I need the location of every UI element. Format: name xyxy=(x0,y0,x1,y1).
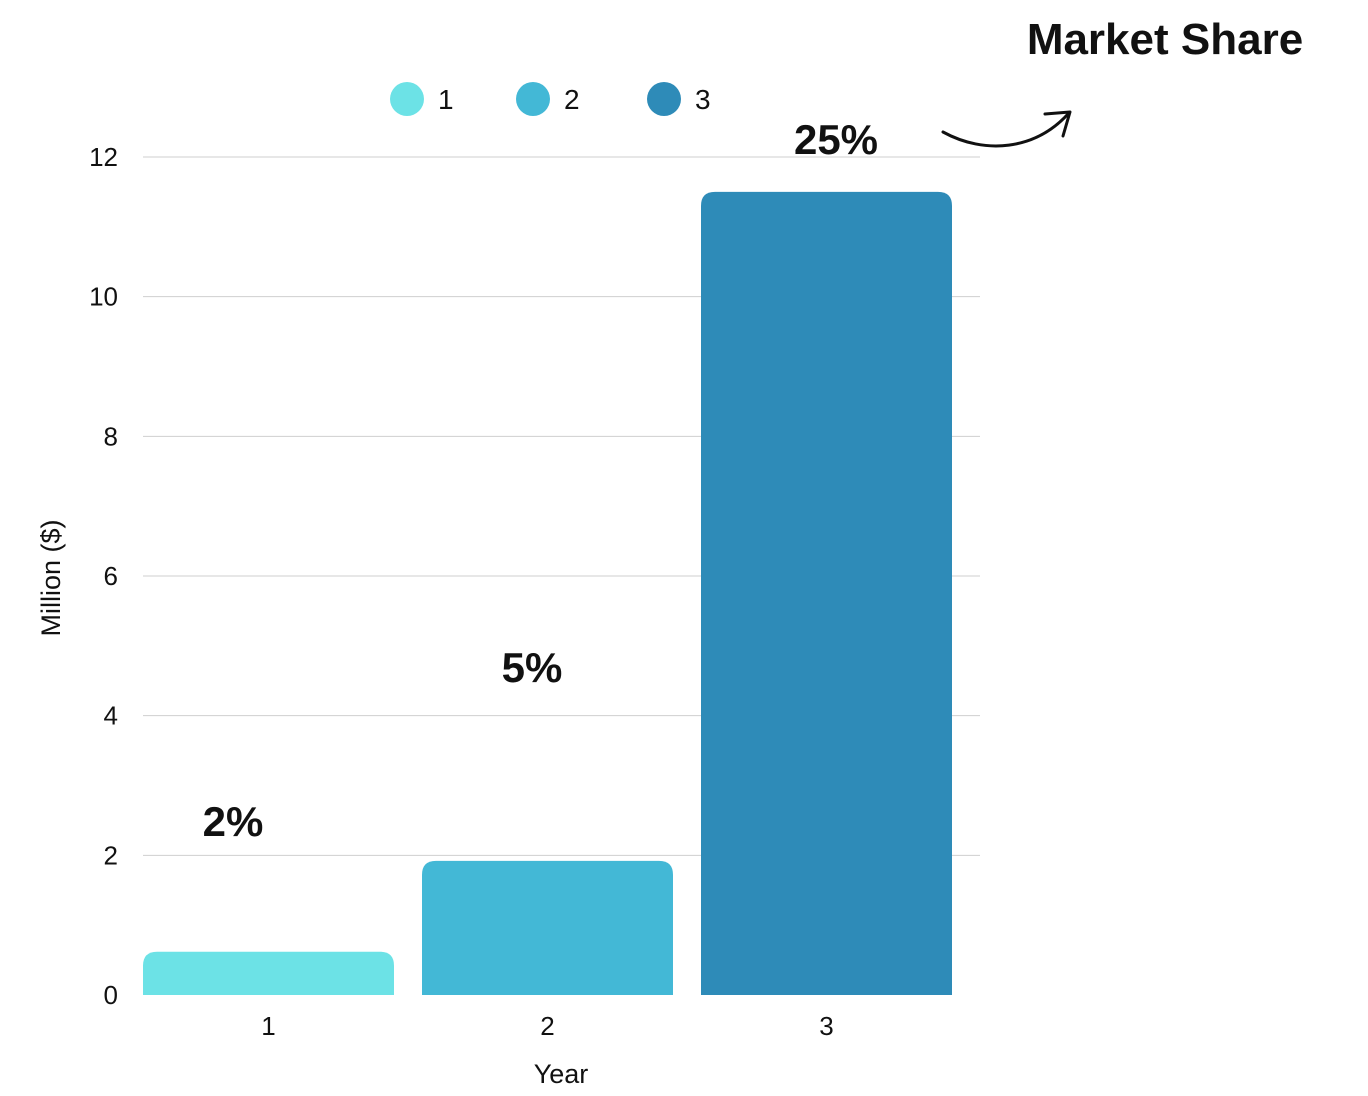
arrow-icon xyxy=(941,112,1070,148)
legend-swatch[interactable] xyxy=(516,82,550,116)
legend-swatch[interactable] xyxy=(390,82,424,116)
legend-label[interactable]: 1 xyxy=(438,84,454,115)
y-tick-label: 6 xyxy=(104,561,118,591)
arrow-head-icon xyxy=(1043,110,1072,138)
y-tick-label: 10 xyxy=(89,282,118,312)
market-share-annotation: Market Share xyxy=(1027,15,1303,64)
x-tick-label: 1 xyxy=(261,1011,275,1041)
legend-label[interactable]: 3 xyxy=(695,84,711,115)
data-label: 2% xyxy=(203,798,264,845)
y-tick-label: 12 xyxy=(89,142,118,172)
x-tick-label: 2 xyxy=(540,1011,554,1041)
data-label: 25% xyxy=(794,116,878,163)
x-axis-title: Year xyxy=(534,1059,589,1089)
x-axis-ticks: 1 2 3 xyxy=(261,1011,833,1041)
y-tick-label: 8 xyxy=(104,421,118,451)
bar-1[interactable] xyxy=(143,951,394,995)
x-tick-label: 3 xyxy=(819,1011,833,1041)
bar-2[interactable] xyxy=(422,860,673,995)
y-tick-label: 2 xyxy=(104,840,118,870)
legend-label[interactable]: 2 xyxy=(564,84,580,115)
y-tick-label: 4 xyxy=(104,701,118,731)
data-label: 5% xyxy=(502,644,563,691)
data-labels: 2% 5% 25% xyxy=(203,116,878,845)
bars xyxy=(143,191,952,995)
y-axis-ticks: 0 2 4 6 8 10 12 xyxy=(89,142,118,1010)
bar-3[interactable] xyxy=(701,191,952,995)
legend[interactable]: 1 2 3 xyxy=(390,82,711,116)
legend-swatch[interactable] xyxy=(647,82,681,116)
y-axis-title: Million ($) xyxy=(36,519,66,636)
y-tick-label: 0 xyxy=(104,980,118,1010)
